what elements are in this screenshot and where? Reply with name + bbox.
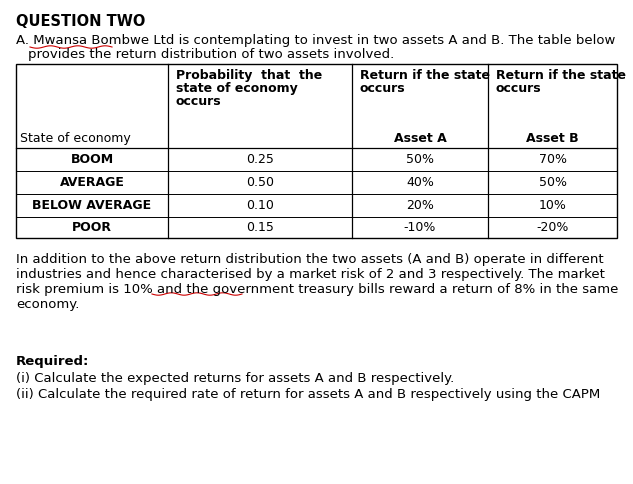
Text: Asset A: Asset A — [394, 132, 446, 145]
Text: occurs: occurs — [176, 95, 222, 108]
Text: occurs: occurs — [360, 82, 406, 95]
Text: 50%: 50% — [539, 176, 567, 189]
Text: 0.25: 0.25 — [246, 153, 274, 166]
Text: 40%: 40% — [406, 176, 434, 189]
Text: Asset B: Asset B — [526, 132, 579, 145]
Text: 10%: 10% — [539, 199, 567, 212]
Text: industries and hence characterised by a market risk of 2 and 3 respectively. The: industries and hence characterised by a … — [16, 268, 605, 281]
Text: risk premium is 10% and the government treasury bills reward a return of 8% in t: risk premium is 10% and the government t… — [16, 283, 618, 296]
Text: BOOM: BOOM — [70, 153, 113, 166]
Bar — [16, 64, 617, 238]
Text: A. Mwansa Bombwe Ltd is contemplating to invest in two assets A and B. The table: A. Mwansa Bombwe Ltd is contemplating to… — [16, 34, 615, 47]
Text: In addition to the above return distribution the two assets (A and B) operate in: In addition to the above return distribu… — [16, 253, 604, 266]
Text: 0.15: 0.15 — [246, 221, 274, 234]
Text: economy.: economy. — [16, 298, 79, 311]
Text: POOR: POOR — [72, 221, 112, 234]
Text: Return if the state: Return if the state — [360, 69, 490, 82]
Text: Return if the state: Return if the state — [496, 69, 626, 82]
Text: -20%: -20% — [536, 221, 568, 234]
Text: Required:: Required: — [16, 355, 89, 368]
Text: 70%: 70% — [539, 153, 567, 166]
Text: QUESTION TWO: QUESTION TWO — [16, 14, 146, 29]
Text: (i) Calculate the expected returns for assets A and B respectively.: (i) Calculate the expected returns for a… — [16, 372, 454, 385]
Text: occurs: occurs — [496, 82, 542, 95]
Text: 20%: 20% — [406, 199, 434, 212]
Text: provides the return distribution of two assets involved.: provides the return distribution of two … — [28, 48, 394, 61]
Text: state of economy: state of economy — [176, 82, 298, 95]
Text: 0.10: 0.10 — [246, 199, 274, 212]
Text: -10%: -10% — [404, 221, 436, 234]
Text: 50%: 50% — [406, 153, 434, 166]
Text: State of economy: State of economy — [20, 132, 131, 145]
Text: 0.50: 0.50 — [246, 176, 274, 189]
Text: BELOW AVERAGE: BELOW AVERAGE — [32, 199, 151, 212]
Text: (ii) Calculate the required rate of return for assets A and B respectively using: (ii) Calculate the required rate of retu… — [16, 388, 600, 401]
Text: AVERAGE: AVERAGE — [60, 176, 125, 189]
Text: Probability  that  the: Probability that the — [176, 69, 322, 82]
